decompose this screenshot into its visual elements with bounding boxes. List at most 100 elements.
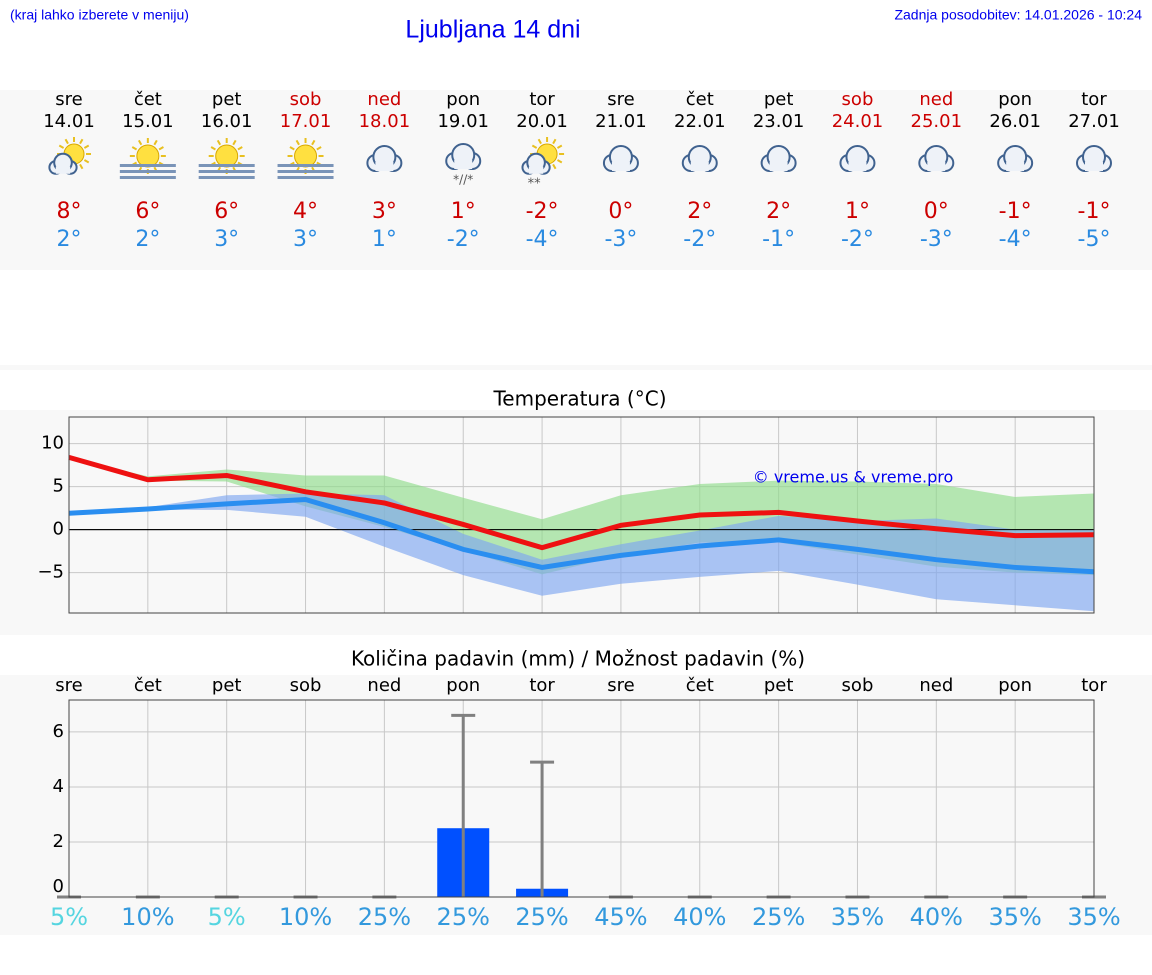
y-tick-label: 4 <box>53 776 64 797</box>
x-tick-label: pet <box>212 675 242 696</box>
day-date: 18.01 <box>359 111 411 132</box>
weather-icon <box>198 138 255 179</box>
y-tick-label: −5 <box>37 562 64 583</box>
weather-icon <box>366 145 403 172</box>
plot-border <box>68 416 1095 614</box>
probability-label: 45% <box>594 903 647 931</box>
sun-ray <box>311 139 316 146</box>
sun-ray <box>79 138 84 145</box>
fog-line <box>119 176 176 179</box>
fog-line <box>277 170 334 173</box>
plot-border <box>68 699 1095 898</box>
probability-label: 10% <box>121 903 174 931</box>
page-title: Ljubljana 14 dni <box>405 16 580 44</box>
day-name: tor <box>529 89 555 110</box>
fog-line <box>198 170 255 173</box>
x-tick-label: čet <box>134 675 162 696</box>
probability-label: 35% <box>988 903 1041 931</box>
probability-label: 25% <box>358 903 411 931</box>
max-temp: -2° <box>526 199 559 224</box>
separator <box>0 365 1152 370</box>
x-tick-label: čet <box>686 675 714 696</box>
min-temp: -4° <box>526 227 559 252</box>
fog-line <box>119 164 176 167</box>
cloud-part <box>769 162 788 171</box>
day-date: 26.01 <box>989 111 1041 132</box>
day-date: 15.01 <box>122 111 174 132</box>
sun-ray <box>556 159 563 164</box>
chart-title: Temperatura (°C) <box>492 387 666 411</box>
sun-ray <box>216 139 222 146</box>
temp-line <box>68 497 1095 575</box>
cloud-part <box>55 166 71 174</box>
sun-ray <box>316 146 322 151</box>
day-name: pon <box>446 89 480 110</box>
sun-ray <box>210 146 216 151</box>
cloud-part <box>375 162 394 171</box>
day-date: 24.01 <box>832 111 884 132</box>
max-temp: -1° <box>999 199 1032 224</box>
day-date: 17.01 <box>280 111 332 132</box>
sun-ray <box>131 146 138 151</box>
plot-area <box>69 700 1094 897</box>
max-temp: 6° <box>214 199 239 224</box>
weather-icon <box>48 137 91 175</box>
probability-label: 35% <box>831 903 884 931</box>
range-band <box>69 493 1094 612</box>
cloud-part <box>454 160 473 169</box>
day-name: sre <box>55 89 82 110</box>
min-temp: -5° <box>1078 227 1111 252</box>
weather-icon <box>602 145 639 172</box>
day-date: 21.01 <box>595 111 647 132</box>
weather-icon: *//* <box>445 143 482 187</box>
max-temp: 4° <box>293 199 318 224</box>
min-temp: 1° <box>372 227 397 252</box>
sun-ray <box>232 139 237 146</box>
day-name: tor <box>1081 89 1107 110</box>
sun-ray <box>79 163 84 170</box>
max-temp: 2° <box>766 199 791 224</box>
min-temp: -1° <box>762 227 795 252</box>
sun-ray <box>58 144 65 149</box>
probability-label: 25% <box>437 903 490 931</box>
max-temp: 6° <box>135 199 160 224</box>
sun-ray <box>531 144 538 149</box>
max-temp: 8° <box>57 199 82 224</box>
cloud-part <box>1085 162 1103 171</box>
x-tick-label: pet <box>764 675 794 696</box>
sun-ray <box>153 139 158 146</box>
weather-icon: ** <box>521 137 565 192</box>
x-tick-label: ned <box>367 675 401 696</box>
y-tick-label: 2 <box>53 831 64 852</box>
precip-sign: ** <box>528 177 542 192</box>
sun-ray <box>137 139 143 146</box>
x-tick-label: sre <box>55 675 82 696</box>
precip-sign: *//* <box>453 173 473 187</box>
probability-label: 40% <box>910 903 963 931</box>
day-date: 27.01 <box>1068 111 1120 132</box>
probability-label: 35% <box>1067 903 1120 931</box>
max-temp: 1° <box>845 199 870 224</box>
day-name: ned <box>367 89 401 110</box>
cloud-part <box>848 162 867 171</box>
sun <box>136 144 160 168</box>
weather-icon <box>918 145 955 172</box>
forecast-band <box>0 90 1152 270</box>
max-temp: 3° <box>372 199 397 224</box>
day-name: pet <box>212 89 242 110</box>
sun-ray <box>64 138 69 145</box>
menu-hint: (kraj lahko izberete v meniju) <box>10 7 189 23</box>
sun-ray <box>556 144 563 149</box>
day-name: ned <box>919 89 953 110</box>
day-name: pon <box>998 89 1032 110</box>
fog-line <box>198 176 255 179</box>
min-temp: -3° <box>604 227 637 252</box>
day-date: 25.01 <box>911 111 963 132</box>
weather-icon <box>119 138 176 179</box>
probability-label: 40% <box>673 903 726 931</box>
x-tick-label: pon <box>446 675 480 696</box>
last-update: Zadnja posodobitev: 14.01.2026 - 10:24 <box>894 7 1142 23</box>
max-temp: 1° <box>451 199 476 224</box>
weather-icon <box>277 138 334 179</box>
min-temp: -2° <box>683 227 716 252</box>
